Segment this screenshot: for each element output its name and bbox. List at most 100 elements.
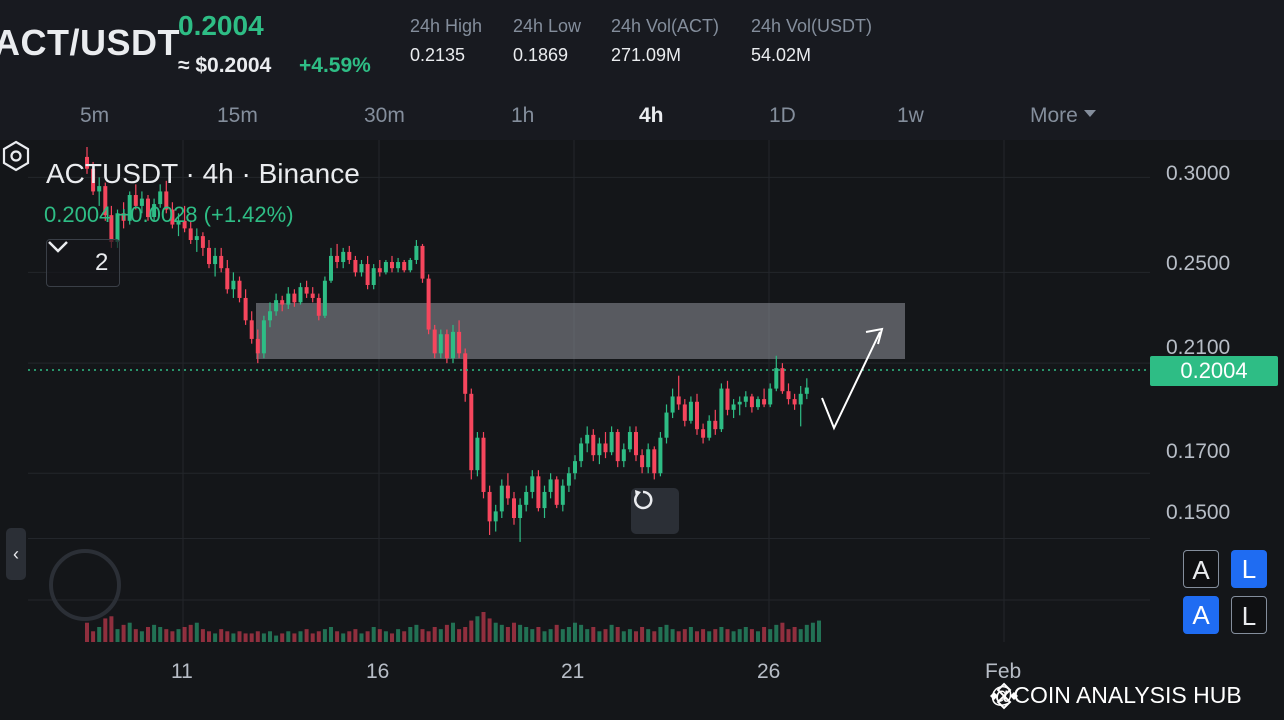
drawing-tool-handle[interactable] — [49, 549, 121, 621]
volume-bar — [103, 618, 108, 642]
price-chart[interactable]: ACTUSDT · 4h · Binance 0.2004 +0.0028 (+… — [0, 140, 1284, 720]
tab-interval-30m[interactable]: 30m — [364, 104, 405, 127]
indicator-count: 2 — [95, 249, 109, 276]
candle-body — [566, 473, 571, 486]
tab-interval-5m[interactable]: 5m — [80, 104, 110, 127]
volume-log-scale-button[interactable]: L — [1231, 596, 1267, 634]
candle-body — [658, 437, 663, 474]
candle — [231, 272, 236, 298]
candle-body — [774, 368, 779, 389]
candle — [359, 259, 364, 277]
volume-bar — [652, 631, 657, 642]
candle — [426, 274, 431, 335]
volume-bar — [475, 616, 480, 642]
volume-bar — [682, 629, 687, 642]
volume-bar — [688, 627, 693, 642]
candle-body — [688, 401, 693, 421]
candle-body — [109, 215, 114, 242]
volume-bar — [97, 627, 102, 642]
volume-bar — [402, 631, 407, 642]
candle — [701, 423, 706, 444]
chevron-down-icon — [48, 241, 68, 253]
candle — [487, 485, 492, 535]
volume-bar — [274, 635, 279, 642]
candle-body — [85, 156, 89, 169]
candle-body — [194, 236, 199, 241]
tab-interval-1h[interactable]: 1h — [511, 104, 535, 127]
candle-body — [518, 504, 523, 519]
candle — [475, 432, 480, 477]
candle-body — [438, 334, 443, 354]
candle-body — [792, 399, 797, 405]
candle-body — [499, 485, 504, 512]
interval-tabs: 5m 15m 30m 1h 4h 1D 1w More — [0, 96, 1284, 138]
tab-interval-15m[interactable]: 15m — [217, 104, 258, 127]
binance-logo-icon — [990, 682, 1018, 710]
volume-bar — [798, 629, 803, 642]
chevron-left-icon[interactable]: ‹ — [6, 528, 26, 580]
candle-body — [268, 311, 272, 321]
candle-body — [207, 247, 211, 265]
auto-scale-button[interactable]: A — [1183, 550, 1219, 588]
candle-body — [457, 331, 462, 354]
volume-bar — [353, 629, 358, 642]
log-scale-button[interactable]: L — [1231, 550, 1267, 588]
candle-body — [444, 334, 449, 359]
candle-body — [725, 388, 730, 410]
tab-interval-4h[interactable]: 4h — [639, 104, 664, 127]
volume-bar — [731, 631, 736, 642]
volume-bar — [200, 629, 205, 642]
volume-bar — [597, 631, 602, 642]
candle-body — [200, 236, 205, 248]
candle-body — [420, 245, 425, 279]
candle-body — [243, 297, 248, 321]
candle — [133, 184, 138, 210]
volume-bar — [640, 627, 645, 642]
resistance-zone[interactable] — [256, 303, 905, 359]
volume-bar — [298, 631, 303, 642]
x-axis-tick: 11 — [171, 660, 193, 683]
last-price: 0.2004 — [178, 10, 264, 41]
candle-body — [127, 195, 132, 221]
volume-bar — [176, 629, 181, 642]
tab-interval-1w[interactable]: 1w — [897, 104, 924, 127]
volume-bar — [695, 631, 699, 642]
candle — [365, 255, 370, 290]
candle-body — [682, 404, 687, 421]
candle — [255, 329, 260, 364]
candle-body — [310, 293, 315, 298]
candle-body — [347, 251, 352, 260]
trading-pair[interactable]: ACT/USDT — [0, 22, 180, 63]
candle — [756, 396, 760, 410]
settings-hex-icon[interactable] — [0, 140, 32, 172]
reset-chart-button[interactable] — [631, 488, 679, 534]
volume-bar — [225, 631, 230, 642]
more-intervals-button[interactable]: More — [1030, 104, 1096, 128]
projection-arrow[interactable] — [821, 327, 884, 431]
candle-body — [402, 262, 407, 271]
candle-body — [664, 412, 669, 438]
y-axis-tick: 0.2100 — [1166, 336, 1231, 359]
indicator-toggle-button[interactable]: 2 — [46, 239, 120, 287]
candle — [97, 177, 102, 206]
volume-bar — [585, 629, 590, 642]
candle-body — [713, 420, 718, 430]
volume-bar — [542, 631, 547, 642]
volume-auto-scale-button[interactable]: A — [1183, 596, 1219, 634]
candle-body — [548, 479, 553, 492]
candle — [298, 282, 303, 305]
tab-interval-1d[interactable]: 1D — [769, 104, 796, 127]
candle-body — [591, 434, 596, 456]
candle-body — [432, 329, 437, 354]
candle-body — [426, 278, 431, 330]
candle — [792, 393, 797, 410]
volume-bar — [786, 629, 791, 642]
candle — [353, 255, 358, 277]
candle — [347, 245, 352, 265]
candle-body — [335, 255, 340, 263]
candle-body — [188, 228, 193, 241]
candle-body — [640, 455, 645, 468]
y-axis-tick: 0.2500 — [1166, 252, 1231, 275]
candle-body — [475, 437, 480, 471]
candle-body — [536, 476, 541, 509]
